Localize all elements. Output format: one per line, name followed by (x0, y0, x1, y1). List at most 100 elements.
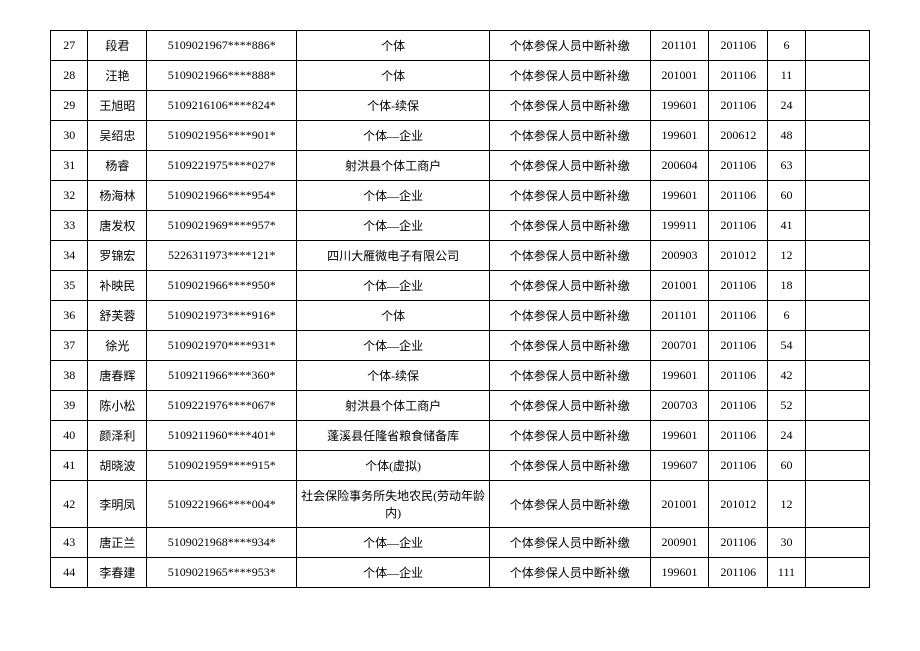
cell-type: 个体参保人员中断补缴 (489, 241, 650, 271)
cell-idx: 44 (51, 558, 88, 588)
cell-org: 社会保险事务所失地农民(劳动年龄内) (297, 481, 490, 528)
cell-d2: 201106 (709, 391, 768, 421)
cell-org: 四川大雁微电子有限公司 (297, 241, 490, 271)
cell-type: 个体参保人员中断补缴 (489, 528, 650, 558)
cell-org: 个体—企业 (297, 181, 490, 211)
table-row: 41胡晓波5109021959****915*个体(虚拟)个体参保人员中断补缴1… (51, 451, 870, 481)
cell-n: 52 (768, 391, 805, 421)
cell-d1: 199601 (650, 121, 709, 151)
cell-n: 11 (768, 61, 805, 91)
cell-org: 射洪县个体工商户 (297, 151, 490, 181)
cell-name: 胡晓波 (88, 451, 147, 481)
cell-d2: 201106 (709, 31, 768, 61)
cell-d1: 201101 (650, 31, 709, 61)
cell-n: 24 (768, 91, 805, 121)
cell-d2: 201106 (709, 558, 768, 588)
cell-name: 唐春辉 (88, 361, 147, 391)
cell-type: 个体参保人员中断补缴 (489, 451, 650, 481)
table-row: 40颜泽利5109211960****401*蓬溪县任隆省粮食储备库个体参保人员… (51, 421, 870, 451)
cell-idx: 38 (51, 361, 88, 391)
cell-idx: 28 (51, 61, 88, 91)
cell-id: 5109211966****360* (147, 361, 297, 391)
cell-name: 舒芙蓉 (88, 301, 147, 331)
table-row: 39陈小松5109221976****067*射洪县个体工商户个体参保人员中断补… (51, 391, 870, 421)
cell-last (805, 31, 869, 61)
cell-org: 个体(虚拟) (297, 451, 490, 481)
table-row: 43唐正兰5109021968****934*个体—企业个体参保人员中断补缴20… (51, 528, 870, 558)
cell-d1: 200903 (650, 241, 709, 271)
cell-d2: 201106 (709, 181, 768, 211)
cell-type: 个体参保人员中断补缴 (489, 361, 650, 391)
cell-d2: 201106 (709, 301, 768, 331)
cell-last (805, 331, 869, 361)
table-row: 42李明凤5109221966****004*社会保险事务所失地农民(劳动年龄内… (51, 481, 870, 528)
cell-d2: 201106 (709, 151, 768, 181)
cell-d2: 201106 (709, 91, 768, 121)
table-row: 35补映民5109021966****950*个体—企业个体参保人员中断补缴20… (51, 271, 870, 301)
table-row: 29王旭昭5109216106****824*个体-续保个体参保人员中断补缴19… (51, 91, 870, 121)
cell-n: 60 (768, 451, 805, 481)
table-body: 27段君5109021967****886*个体个体参保人员中断补缴201101… (51, 31, 870, 588)
cell-last (805, 558, 869, 588)
cell-d2: 201106 (709, 331, 768, 361)
cell-last (805, 121, 869, 151)
cell-type: 个体参保人员中断补缴 (489, 558, 650, 588)
cell-idx: 42 (51, 481, 88, 528)
cell-org: 个体—企业 (297, 271, 490, 301)
cell-id: 5109221966****004* (147, 481, 297, 528)
cell-name: 王旭昭 (88, 91, 147, 121)
cell-d1: 199601 (650, 181, 709, 211)
cell-n: 41 (768, 211, 805, 241)
cell-n: 54 (768, 331, 805, 361)
cell-n: 60 (768, 181, 805, 211)
cell-n: 6 (768, 301, 805, 331)
cell-type: 个体参保人员中断补缴 (489, 61, 650, 91)
cell-n: 12 (768, 481, 805, 528)
cell-last (805, 391, 869, 421)
cell-org: 个体—企业 (297, 558, 490, 588)
cell-id: 5109021969****957* (147, 211, 297, 241)
cell-name: 补映民 (88, 271, 147, 301)
cell-idx: 35 (51, 271, 88, 301)
cell-last (805, 151, 869, 181)
cell-idx: 37 (51, 331, 88, 361)
cell-idx: 31 (51, 151, 88, 181)
cell-last (805, 451, 869, 481)
cell-d1: 200703 (650, 391, 709, 421)
cell-name: 杨海林 (88, 181, 147, 211)
table-row: 32杨海林5109021966****954*个体—企业个体参保人员中断补缴19… (51, 181, 870, 211)
cell-d1: 199601 (650, 558, 709, 588)
cell-idx: 32 (51, 181, 88, 211)
cell-last (805, 211, 869, 241)
cell-org: 个体—企业 (297, 331, 490, 361)
cell-d1: 199601 (650, 91, 709, 121)
cell-type: 个体参保人员中断补缴 (489, 181, 650, 211)
cell-id: 5109021973****916* (147, 301, 297, 331)
cell-type: 个体参保人员中断补缴 (489, 391, 650, 421)
cell-d2: 201106 (709, 271, 768, 301)
cell-name: 唐发权 (88, 211, 147, 241)
cell-org: 个体-续保 (297, 361, 490, 391)
cell-id: 5109216106****824* (147, 91, 297, 121)
cell-name: 李明凤 (88, 481, 147, 528)
cell-name: 吴绍忠 (88, 121, 147, 151)
cell-name: 杨睿 (88, 151, 147, 181)
cell-idx: 36 (51, 301, 88, 331)
cell-type: 个体参保人员中断补缴 (489, 301, 650, 331)
cell-last (805, 361, 869, 391)
cell-type: 个体参保人员中断补缴 (489, 91, 650, 121)
cell-d1: 199607 (650, 451, 709, 481)
table-row: 44李春建5109021965****953*个体—企业个体参保人员中断补缴19… (51, 558, 870, 588)
cell-n: 18 (768, 271, 805, 301)
cell-last (805, 241, 869, 271)
cell-type: 个体参保人员中断补缴 (489, 121, 650, 151)
cell-id: 5109021965****953* (147, 558, 297, 588)
cell-last (805, 91, 869, 121)
cell-d1: 201001 (650, 481, 709, 528)
cell-id: 5109021970****931* (147, 331, 297, 361)
cell-idx: 33 (51, 211, 88, 241)
cell-n: 30 (768, 528, 805, 558)
cell-d2: 201106 (709, 421, 768, 451)
cell-name: 罗锦宏 (88, 241, 147, 271)
table-row: 38唐春辉5109211966****360*个体-续保个体参保人员中断补缴19… (51, 361, 870, 391)
